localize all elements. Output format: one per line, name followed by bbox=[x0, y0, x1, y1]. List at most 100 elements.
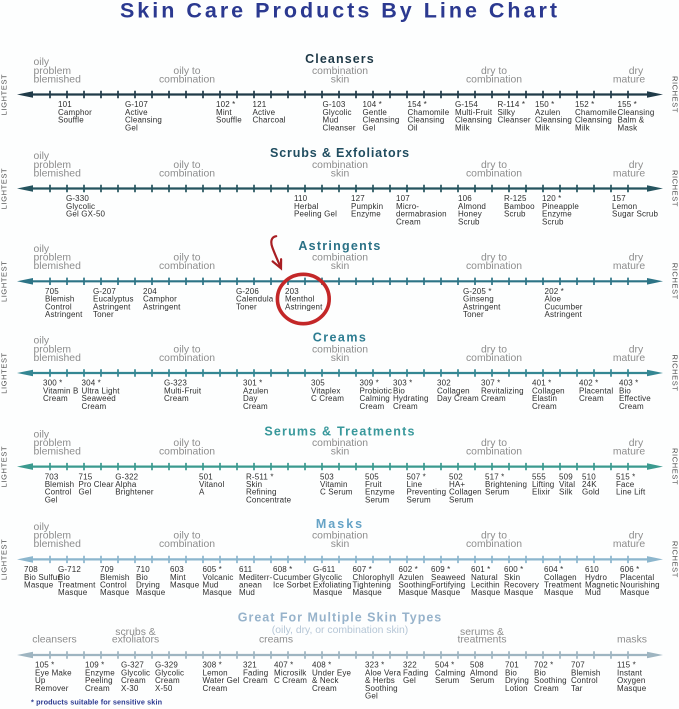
svg-text:LIGHTEST: LIGHTEST bbox=[0, 352, 9, 393]
svg-text:Cream: Cream bbox=[164, 394, 189, 403]
svg-text:Astringents: Astringents bbox=[298, 239, 381, 253]
svg-text:Concentrate: Concentrate bbox=[246, 495, 292, 504]
svg-text:Scrub: Scrub bbox=[458, 217, 480, 226]
svg-text:Drying: Drying bbox=[505, 676, 529, 685]
svg-text:Enzyme: Enzyme bbox=[542, 210, 572, 219]
svg-text:Cream: Cream bbox=[312, 684, 337, 693]
svg-text:Serum: Serum bbox=[485, 488, 509, 497]
svg-text:Cream: Cream bbox=[534, 684, 559, 693]
svg-text:Sugar Scrub: Sugar Scrub bbox=[612, 210, 659, 219]
svg-text:Masque: Masque bbox=[620, 588, 650, 597]
svg-text:dry: dry bbox=[629, 438, 644, 449]
svg-text:305: 305 bbox=[311, 379, 325, 388]
svg-text:C Cream: C Cream bbox=[311, 394, 344, 403]
svg-text:Enzyme: Enzyme bbox=[351, 210, 381, 219]
svg-text:dry: dry bbox=[629, 160, 644, 171]
svg-text:107: 107 bbox=[396, 194, 410, 203]
svg-text:combination: combination bbox=[159, 74, 215, 85]
svg-text:303 *: 303 * bbox=[393, 379, 412, 388]
svg-text:503: 503 bbox=[320, 472, 334, 481]
svg-text:Gel: Gel bbox=[403, 676, 416, 685]
svg-text:G-207: G-207 bbox=[93, 287, 116, 296]
svg-text:dry: dry bbox=[629, 66, 644, 77]
svg-text:RICHEST: RICHEST bbox=[671, 170, 679, 207]
svg-text:Pineapple: Pineapple bbox=[542, 202, 579, 211]
svg-text:combination: combination bbox=[466, 446, 522, 457]
svg-text:Skin Care Products By Line Cha: Skin Care Products By Line Chart bbox=[120, 0, 560, 23]
svg-text:dry: dry bbox=[629, 531, 644, 542]
svg-text:Masque: Masque bbox=[471, 588, 501, 597]
svg-text:Cream: Cream bbox=[82, 402, 107, 411]
svg-text:creams: creams bbox=[259, 635, 293, 646]
svg-text:Mud: Mud bbox=[203, 581, 219, 590]
svg-text:Bio: Bio bbox=[534, 668, 546, 677]
svg-text:combination: combination bbox=[466, 168, 522, 179]
svg-text:Seaweed: Seaweed bbox=[431, 573, 465, 582]
svg-text:mature: mature bbox=[613, 353, 646, 364]
svg-text:C Serum: C Serum bbox=[320, 488, 353, 497]
svg-text:Lecithin: Lecithin bbox=[471, 581, 500, 590]
svg-text:R-511 *: R-511 * bbox=[246, 472, 274, 481]
svg-text:Hydro: Hydro bbox=[585, 573, 607, 582]
svg-text:Preventing: Preventing bbox=[407, 488, 447, 497]
svg-text:Collagen: Collagen bbox=[544, 573, 577, 582]
svg-text:X-30: X-30 bbox=[121, 684, 139, 693]
svg-text:Masque: Masque bbox=[24, 581, 54, 590]
svg-text:Remover: Remover bbox=[35, 684, 69, 693]
svg-text:Astringent: Astringent bbox=[143, 302, 181, 311]
svg-text:104 *: 104 * bbox=[363, 100, 382, 109]
svg-text:dry to: dry to bbox=[481, 531, 507, 542]
svg-text:(oily, dry, or combination ski: (oily, dry, or combination skin) bbox=[272, 625, 408, 636]
svg-text:blemished: blemished bbox=[34, 353, 82, 364]
svg-text:mature: mature bbox=[613, 539, 646, 550]
svg-text:combination: combination bbox=[312, 253, 368, 264]
svg-text:G-206: G-206 bbox=[236, 287, 259, 296]
svg-text:508: 508 bbox=[470, 661, 484, 670]
svg-text:dry to: dry to bbox=[481, 253, 507, 264]
svg-text:502: 502 bbox=[449, 472, 463, 481]
svg-text:problem: problem bbox=[34, 344, 72, 355]
svg-text:oily to: oily to bbox=[173, 438, 200, 449]
svg-text:Eye Make: Eye Make bbox=[35, 668, 72, 677]
svg-text:Cream: Cream bbox=[243, 676, 268, 685]
svg-text:Blemish: Blemish bbox=[571, 668, 601, 677]
svg-text:Blemish: Blemish bbox=[45, 295, 75, 304]
svg-text:G-322: G-322 bbox=[115, 472, 138, 481]
svg-text:Masque: Masque bbox=[504, 588, 534, 597]
svg-text:Refining: Refining bbox=[246, 488, 277, 497]
svg-text:Micro-: Micro- bbox=[396, 202, 419, 211]
svg-text:Serum: Serum bbox=[365, 495, 389, 504]
svg-text:Treatment: Treatment bbox=[58, 581, 96, 590]
svg-text:LIGHTEST: LIGHTEST bbox=[0, 539, 9, 580]
svg-text:602 *: 602 * bbox=[399, 565, 418, 574]
svg-text:603: 603 bbox=[170, 565, 184, 574]
svg-text:Cream: Cream bbox=[43, 394, 68, 403]
svg-text:blemished: blemished bbox=[34, 446, 82, 457]
svg-text:Azulen: Azulen bbox=[535, 108, 560, 117]
svg-text:oily to: oily to bbox=[173, 160, 200, 171]
svg-text:Bio: Bio bbox=[505, 668, 517, 677]
svg-text:Masque: Masque bbox=[617, 684, 647, 693]
svg-text:709: 709 bbox=[100, 565, 114, 574]
svg-text:708: 708 bbox=[24, 565, 38, 574]
svg-text:Water Gel: Water Gel bbox=[203, 676, 240, 685]
svg-text:Honey: Honey bbox=[458, 210, 482, 219]
svg-text:408 *: 408 * bbox=[312, 661, 331, 670]
svg-text:G-611: G-611 bbox=[313, 565, 336, 574]
svg-text:Azulen: Azulen bbox=[243, 386, 268, 395]
svg-text:Astringent: Astringent bbox=[93, 302, 131, 311]
svg-text:517 *: 517 * bbox=[485, 472, 504, 481]
svg-text:skin: skin bbox=[331, 539, 350, 550]
svg-text:Cleansing: Cleansing bbox=[455, 116, 492, 125]
svg-text:Bio: Bio bbox=[619, 386, 631, 395]
svg-text:problem: problem bbox=[34, 438, 72, 449]
svg-text:LIGHTEST: LIGHTEST bbox=[0, 168, 9, 209]
svg-text:Cream: Cream bbox=[481, 394, 506, 403]
svg-text:oily to: oily to bbox=[173, 253, 200, 264]
svg-text:Bio: Bio bbox=[58, 573, 70, 582]
svg-text:Masque: Masque bbox=[100, 588, 130, 597]
svg-text:Scrubs & Exfoliators: Scrubs & Exfoliators bbox=[270, 146, 410, 160]
svg-text:120 *: 120 * bbox=[542, 194, 561, 203]
svg-text:oily: oily bbox=[34, 336, 50, 347]
svg-text:Milk: Milk bbox=[575, 123, 591, 132]
